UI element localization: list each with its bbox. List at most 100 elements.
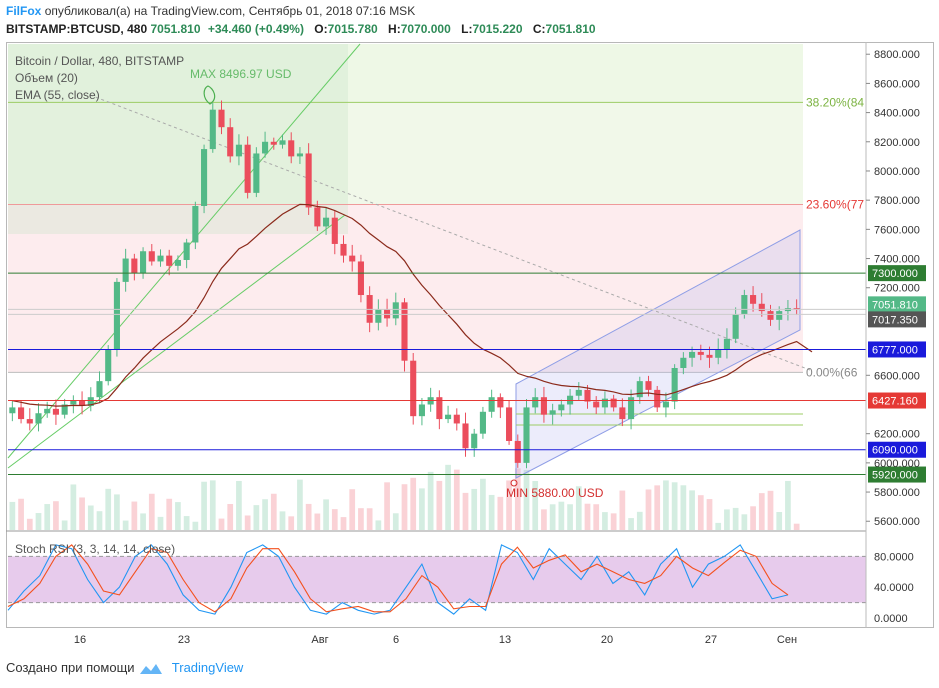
candle-body [471,433,478,449]
max-label: MAX 8496.97 USD [190,67,292,81]
candle-body [157,255,164,262]
footer: Создано при помощи TradingView [6,660,243,675]
candle-body [61,404,68,415]
volume-bar [767,490,774,530]
volume-bar [175,502,181,530]
volume-bar [323,499,329,530]
volume-bar [288,516,295,530]
close-label: C: [532,22,546,36]
volume-bar [697,495,704,530]
volume-bar [35,513,42,530]
level-label: 5920.000 [872,470,918,482]
level-tag [868,341,926,358]
candle-body [375,309,382,323]
volume-bar [244,515,251,530]
volume-bar [236,480,242,530]
price-tick-label: 8800.000 [874,49,920,61]
price-tick-label: 6200.000 [874,429,920,441]
candle-body [183,242,190,260]
candle-body [331,217,338,244]
volume-bar [192,521,199,530]
candle-body [70,400,77,405]
candle-body [549,410,556,415]
level-label: 6427.160 [872,396,918,408]
last-price: 7051.810 [150,22,201,36]
candle-body [776,311,783,320]
volume-bar [209,480,216,530]
volume-bar [105,488,112,530]
volume-bar [157,516,164,530]
volume-bar [53,501,59,530]
candle-body [532,397,539,408]
volume-bar [549,504,556,530]
candle-body [750,295,757,304]
candle-body [122,258,129,282]
candle-body [418,404,425,417]
ema-line [12,203,813,407]
candle-body [349,255,356,262]
candle-body [244,144,251,193]
candle-body [105,349,112,382]
trend-channel-lower [7,214,346,469]
volume-bar [488,494,495,530]
price-tick-label: 7800.000 [874,195,920,207]
candle-body [323,217,330,227]
tradingview-logo-icon[interactable] [138,660,164,678]
volume-bar [715,522,722,530]
volume-bar [663,480,669,530]
candle-body [357,261,364,296]
candle-body [44,408,51,414]
volume-bar [471,488,478,530]
candle-body [575,389,582,396]
level-tag [868,392,926,409]
legend-volume: Объем (20) [15,71,78,85]
candle-body [680,357,687,368]
legend-stoch: Stoch RSI (3, 3, 14, 14, close) [15,542,176,556]
volume-bar [462,492,469,530]
level-tag [868,466,926,483]
candle-body [314,207,321,227]
high-value: 7070.000 [400,22,451,36]
chart-frame[interactable] [6,42,934,628]
legend-title: Bitcoin / Dollar, 480, BITSTAMP [15,54,185,68]
candle-body [270,141,277,145]
price-tag [868,296,926,313]
footer-created: Создано при помощи [6,660,135,675]
candle-body [305,153,312,208]
volume-bar [453,469,460,530]
min-marker-icon [510,479,518,487]
level-label: 6777.000 [872,344,918,356]
low-label: L: [461,22,473,36]
volume-bar [532,481,539,530]
candle-body [497,397,504,408]
price-tick-label: 8600.000 [874,78,920,90]
volume-bar [567,504,573,530]
candle-body [436,397,443,420]
volume-bar [218,518,225,530]
candle-body [445,414,452,420]
volume-bar [297,479,303,530]
volume-bar [148,493,155,530]
candle-body [9,407,16,414]
candle-body [488,397,495,412]
stoch-tick-label: 80.0000 [874,551,914,563]
candle-body [645,381,652,390]
author-name[interactable]: FilFox [6,4,42,18]
price-tag-label: 7017.350 [872,314,918,326]
volume-bar [628,518,634,530]
close-value: 7051.810 [545,22,596,36]
candle-body [174,260,181,266]
volume-bar [706,499,713,530]
volume-bar [445,464,451,530]
low-value: 7015.220 [472,22,523,36]
footer-brand[interactable]: TradingView [171,660,244,675]
candle-body [392,302,399,319]
candle-body [767,311,774,320]
price-tick-label: 6000.000 [874,458,920,470]
volume-bar [79,497,85,530]
legend-ema: EMA (55, close) [15,88,100,102]
candle-body [192,206,199,243]
volume-bar [636,511,643,530]
candle-body [558,404,565,411]
